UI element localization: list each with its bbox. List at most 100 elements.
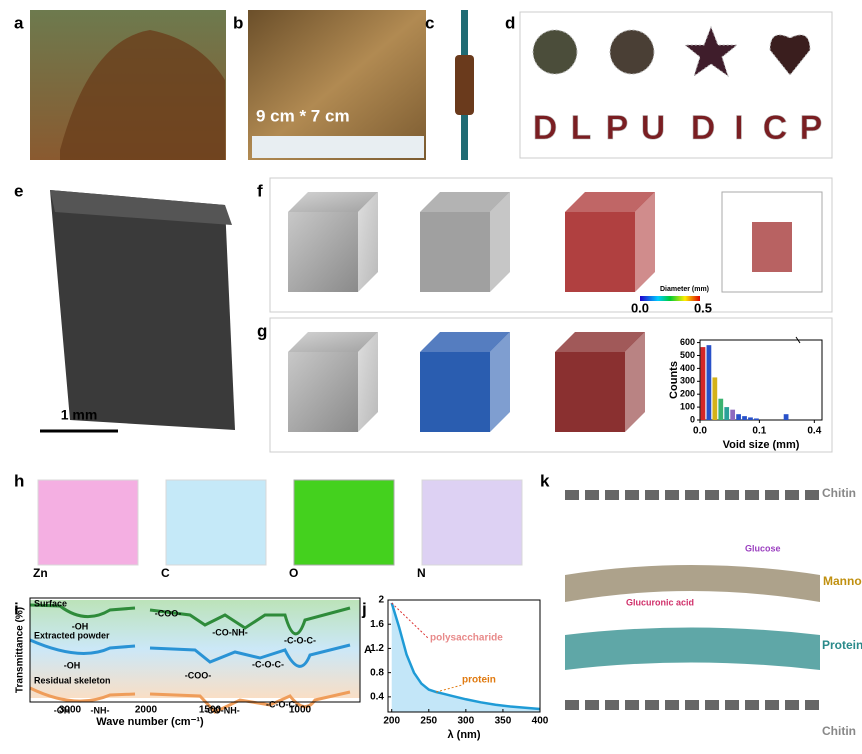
x-tick-label: 1000 bbox=[289, 705, 312, 716]
x-tick-label: 1500 bbox=[199, 705, 222, 716]
cube-front bbox=[565, 212, 635, 292]
cube-top bbox=[288, 192, 378, 212]
cube-front bbox=[288, 352, 358, 432]
shape-letter: P bbox=[800, 109, 823, 147]
x-axis-title: λ (nm) bbox=[448, 729, 481, 741]
panel-label: e bbox=[14, 181, 23, 200]
element-label: Zn bbox=[33, 566, 48, 580]
panel-label: a bbox=[14, 13, 24, 32]
annotation-arrow bbox=[436, 684, 463, 693]
cube-side bbox=[490, 332, 510, 432]
annotation-arrow bbox=[391, 602, 429, 639]
y-tick-label: 100 bbox=[680, 401, 695, 411]
peak-label: -OH bbox=[54, 705, 71, 715]
x-tick-label: 2000 bbox=[135, 705, 158, 716]
bar bbox=[783, 414, 789, 420]
size-caption: 9 cm * 7 cm bbox=[256, 106, 350, 125]
cube-side bbox=[358, 332, 378, 432]
bar bbox=[724, 407, 730, 420]
colorbar-max: 0.5 bbox=[694, 300, 712, 315]
peak-label: -OH bbox=[64, 660, 81, 670]
shape-letter: U bbox=[641, 109, 666, 147]
colorbar-min: 0.0 bbox=[631, 300, 649, 315]
scheme-label: Protein bbox=[822, 638, 862, 652]
panel-label: b bbox=[233, 13, 243, 32]
x-tick-label: 0.4 bbox=[807, 426, 821, 437]
y-tick-label: 400 bbox=[680, 363, 695, 373]
bar bbox=[754, 418, 759, 420]
colorbar-title: Diameter (mm) bbox=[660, 286, 709, 293]
y-axis-title: A bbox=[364, 644, 372, 656]
ftir-frame bbox=[29, 597, 361, 703]
sem-block bbox=[50, 190, 235, 430]
cube-front bbox=[420, 352, 490, 432]
peak-label: -C-O-C- bbox=[284, 635, 316, 645]
x-tick-label: 3000 bbox=[59, 705, 82, 716]
peak-label: -NH- bbox=[91, 705, 110, 715]
element-map bbox=[165, 479, 267, 566]
axis-break bbox=[795, 336, 801, 344]
shapes bbox=[532, 25, 811, 78]
peak-label: -CO-NH- bbox=[204, 705, 240, 715]
y-tick-label: 1.6 bbox=[370, 619, 384, 630]
panel-label: d bbox=[505, 13, 515, 32]
shape-letter: D bbox=[691, 109, 716, 147]
shape-letter: P bbox=[606, 109, 629, 147]
plot-frame bbox=[387, 599, 541, 713]
y-tick-label: 200 bbox=[680, 389, 695, 399]
cube-top bbox=[555, 332, 645, 352]
scheme-label: Glucuronic acid bbox=[626, 597, 694, 607]
x-tick-label: 400 bbox=[532, 716, 549, 727]
annotation: polysaccharide bbox=[430, 633, 503, 644]
panel-label: j bbox=[361, 599, 367, 618]
x-tick-label: 250 bbox=[420, 716, 437, 727]
y-axis-title: Transmittance (%) bbox=[15, 607, 26, 693]
shape-letter: I bbox=[734, 109, 743, 147]
peak-label: -C-O-C- bbox=[252, 659, 284, 669]
series-label: Residual skeleton bbox=[34, 675, 111, 685]
element-map bbox=[421, 479, 523, 566]
scheme-label: Chitin bbox=[822, 486, 856, 500]
y-tick-label: 2 bbox=[378, 595, 384, 606]
area bbox=[391, 603, 540, 712]
panel-label: g bbox=[257, 321, 267, 340]
x-axis-title: Wave number (cm⁻¹) bbox=[96, 716, 204, 728]
scheme-label: Chitin bbox=[822, 724, 856, 738]
panel-label: i bbox=[14, 599, 19, 618]
ftir-extracted bbox=[29, 638, 351, 668]
slice bbox=[752, 222, 792, 272]
ruler bbox=[252, 136, 424, 158]
cube-side bbox=[490, 192, 510, 292]
cube-top bbox=[565, 192, 655, 212]
y-tick-label: 500 bbox=[680, 350, 695, 360]
x-tick-label: 0.1 bbox=[752, 426, 766, 437]
cube-top bbox=[288, 332, 378, 352]
line bbox=[390, 602, 541, 711]
bar bbox=[748, 417, 753, 420]
x-tick-label: 0.0 bbox=[693, 426, 707, 437]
element-map bbox=[37, 479, 139, 566]
bar bbox=[742, 416, 747, 420]
element-label: C bbox=[161, 566, 170, 580]
cube-top bbox=[420, 332, 510, 352]
y-tick-label: 0.4 bbox=[370, 692, 384, 703]
bar bbox=[736, 414, 741, 420]
bar bbox=[700, 347, 706, 420]
ftir-surface bbox=[29, 603, 351, 636]
shape-letter: L bbox=[571, 109, 592, 147]
bar bbox=[706, 345, 712, 420]
hist-frame bbox=[699, 339, 823, 421]
cube-front bbox=[555, 352, 625, 432]
bar bbox=[718, 398, 724, 420]
cube-top bbox=[420, 192, 510, 212]
y-tick-label: 300 bbox=[680, 376, 695, 386]
panel-label: c bbox=[425, 13, 434, 32]
panel-label: h bbox=[14, 471, 24, 490]
cube-side bbox=[635, 192, 655, 292]
element-label: O bbox=[289, 566, 298, 580]
y-tick-label: 600 bbox=[680, 337, 695, 347]
scheme-label: Glucose bbox=[745, 543, 781, 553]
element-map bbox=[293, 479, 395, 566]
cube-side bbox=[358, 192, 378, 292]
